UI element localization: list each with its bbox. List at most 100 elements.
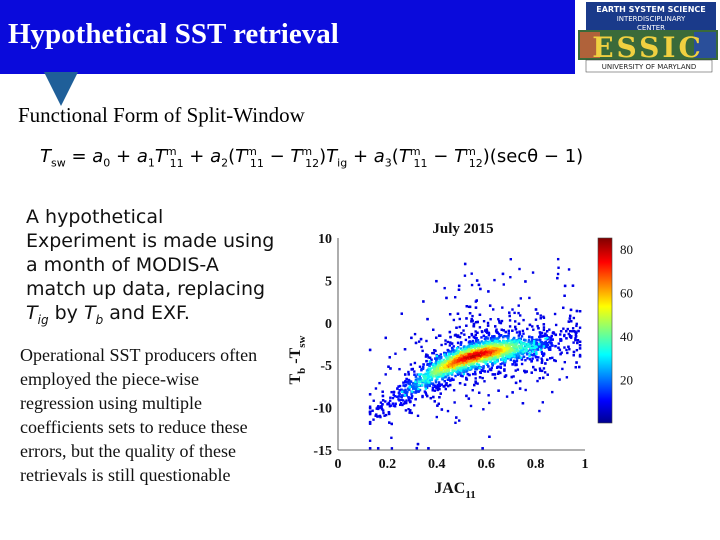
scatter-point <box>495 342 498 345</box>
scatter-point <box>401 390 404 393</box>
scatter-point <box>388 356 391 359</box>
scatter-point <box>525 348 528 351</box>
scatter-point <box>372 418 375 421</box>
scatter-point <box>390 436 393 440</box>
y-tick-label: -5 <box>320 359 332 374</box>
scatter-point <box>496 337 500 340</box>
scatter-point <box>409 400 412 403</box>
scatter-point <box>506 338 510 342</box>
scatter-point <box>444 370 447 373</box>
scatter-point <box>371 409 374 412</box>
scatter-point <box>415 383 419 386</box>
scatter-point <box>464 364 468 367</box>
scatter-point <box>463 383 467 386</box>
scatter-point <box>510 341 514 344</box>
scatter-point <box>425 339 428 343</box>
scatter-point <box>448 356 451 359</box>
scatter-point <box>482 365 485 368</box>
scatter-point <box>516 346 519 349</box>
scatter-point <box>428 378 432 382</box>
scatter-point <box>443 370 446 373</box>
scatter-point <box>434 365 438 368</box>
scatter-point <box>539 333 542 336</box>
scatter-point <box>455 326 458 329</box>
scatter-point <box>536 379 539 383</box>
scatter-point <box>466 372 470 376</box>
logo-line1: EARTH SYSTEM SCIENCE <box>596 5 705 14</box>
scatter-point <box>409 363 413 366</box>
scatter-point <box>419 377 422 380</box>
scatter-point <box>414 391 418 394</box>
scatter-point <box>540 350 544 354</box>
scatter-point <box>503 364 506 367</box>
scatter-point <box>467 362 470 365</box>
split-window-formula: Tsw = a0 + a1Tm11 + a2(Tm11 − Tm12)Tig +… <box>40 145 584 170</box>
scatter-point <box>471 314 474 318</box>
scatter-point <box>423 390 427 393</box>
scatter-point <box>514 369 517 372</box>
scatter-point <box>445 296 448 300</box>
scatter-point <box>462 367 466 370</box>
scatter-point <box>574 338 577 342</box>
scatter-point <box>368 348 372 352</box>
scatter-point <box>398 367 401 371</box>
scatter-point <box>413 373 416 376</box>
scatter-point <box>414 380 417 383</box>
scatter-point <box>368 412 372 416</box>
scatter-point <box>467 360 471 363</box>
scatter-point <box>468 340 471 343</box>
scatter-point <box>571 284 575 287</box>
scatter-point <box>549 357 552 360</box>
scatter-point <box>523 338 526 342</box>
scatter-point <box>504 358 507 361</box>
scatter-point <box>396 387 399 390</box>
scatter-point <box>531 271 535 274</box>
scatter-point <box>459 343 463 346</box>
scatter-point <box>426 378 429 381</box>
scatter-point <box>510 343 514 347</box>
scatter-point <box>539 338 542 342</box>
scatter-point <box>530 336 534 339</box>
scatter-point <box>449 356 453 359</box>
scatter-point <box>488 340 492 344</box>
scatter-point <box>503 334 506 338</box>
scatter-point <box>480 350 483 354</box>
scatter-point <box>575 322 578 326</box>
scatter-point <box>503 341 507 345</box>
scatter-point <box>559 333 562 336</box>
scatter-point <box>494 344 498 347</box>
scatter-point <box>538 409 541 413</box>
scatter-point <box>470 320 473 323</box>
scatter-point <box>403 373 407 376</box>
scatter-point <box>387 412 391 416</box>
scatter-point <box>488 353 492 357</box>
scatter-point <box>381 403 384 406</box>
scatter-point <box>546 336 549 340</box>
scatter-point <box>451 378 454 382</box>
scatter-point <box>410 411 413 415</box>
scatter-point <box>508 314 511 318</box>
scatter-point <box>418 378 421 382</box>
scatter-point <box>387 411 391 414</box>
scatter-point <box>495 366 499 369</box>
scatter-point <box>528 340 531 344</box>
colorbar-ticks: 80 60 40 20 <box>620 242 633 388</box>
scatter-point <box>483 358 486 361</box>
scatter-point <box>397 395 401 398</box>
scatter-point <box>470 332 473 336</box>
scatter-point <box>445 357 449 361</box>
scatter-point <box>510 355 513 359</box>
scatter-point <box>456 365 459 369</box>
scatter-point <box>471 362 474 365</box>
scatter-point <box>496 331 499 334</box>
scatter-point <box>513 341 517 344</box>
scatter-point <box>429 367 433 370</box>
scatter-point <box>474 333 478 337</box>
scatter-point <box>389 396 392 399</box>
scatter-point <box>458 335 462 339</box>
scatter-point <box>465 362 469 365</box>
scatter-point <box>454 296 457 299</box>
scatter-point <box>411 390 414 393</box>
scatter-point <box>538 367 542 370</box>
scatter-point <box>518 379 522 383</box>
